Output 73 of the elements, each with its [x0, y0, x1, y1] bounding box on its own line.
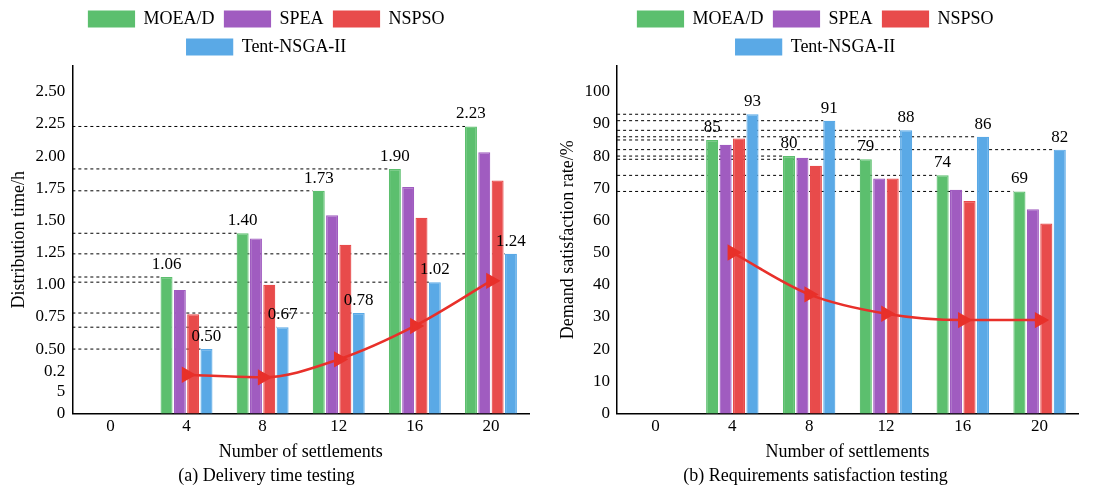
x-axis-title: Number of settlements	[765, 441, 930, 462]
y-tick-label: 0.50	[35, 338, 66, 358]
data-label: 88	[897, 107, 915, 127]
point	[727, 245, 741, 260]
data-label: 74	[934, 152, 952, 172]
data-label: 1.73	[303, 167, 334, 187]
data-label: 86	[974, 113, 992, 133]
y-tick-label: 0.75	[35, 306, 66, 326]
legend-label: NSPSO	[937, 7, 994, 28]
point	[958, 312, 972, 328]
x-tick-label: 4	[182, 416, 192, 436]
data-label: 1.06	[151, 253, 182, 273]
x-tick-label: 16	[406, 416, 424, 436]
y-tick-label: 40	[593, 274, 611, 294]
y-tick-label: 70	[593, 177, 611, 197]
data-label: 93	[743, 91, 761, 111]
y-tick-label: 1.00	[35, 274, 66, 294]
y-tick-label: 100	[584, 81, 611, 101]
y-tick-label: 90	[593, 113, 611, 133]
data-label: 69	[1010, 168, 1028, 188]
point	[881, 306, 895, 321]
data-label: 1.90	[379, 145, 410, 165]
data-label: 2.23	[456, 103, 486, 123]
legend-label: Tent-NSGA-II	[790, 35, 896, 56]
x-tick-label: 20	[482, 416, 500, 436]
x-tick-label: 0	[651, 416, 660, 436]
point	[486, 273, 500, 289]
y-tick-label: 2.50	[35, 81, 66, 101]
point	[181, 367, 195, 383]
y-tick-label: 10	[593, 370, 611, 390]
y-axis-title: Demand satisfaction rate/%	[556, 140, 577, 340]
x-tick-label: 12	[877, 416, 895, 436]
x-tick-label: 8	[804, 416, 814, 436]
x-tick-label: 12	[330, 416, 348, 436]
x-axis-title: Number of settlements	[218, 441, 383, 462]
y-tick-label: 1.25	[35, 242, 66, 262]
legend-label: MOEA/D	[692, 7, 764, 28]
y-tick-label: 1.50	[35, 209, 66, 229]
point	[410, 318, 424, 334]
point	[1034, 312, 1048, 328]
y-tick-label: 2.00	[35, 145, 66, 165]
data-label: 79	[857, 136, 875, 156]
x-tick-label: 4	[728, 416, 738, 436]
text: (b) Requirements satisfaction testing	[683, 464, 948, 486]
y-tick-label: 2.25	[35, 113, 66, 133]
data-label: 80	[780, 133, 798, 153]
legend-label: MOEA/D	[143, 7, 215, 28]
x-tick-label: 0	[106, 416, 115, 436]
data-label: 1.40	[227, 210, 258, 230]
y-axis-title: Distribution time/h	[7, 170, 28, 309]
x-tick-label: 20	[1031, 416, 1049, 436]
y-tick-label: 60	[593, 209, 611, 229]
point	[804, 287, 818, 302]
y-tick-label: 30	[593, 306, 611, 326]
y-tick-label: 20	[593, 338, 611, 358]
point	[333, 352, 347, 367]
y-tick-label: 80	[593, 145, 611, 165]
text: (a) Delivery time testing	[178, 464, 355, 486]
legend-label: SPEA	[828, 7, 873, 28]
x-tick-label: 16	[954, 416, 972, 436]
data-label: 85	[703, 116, 721, 136]
y-tick-label: 0	[56, 402, 66, 422]
y-tick-label: 50	[593, 242, 611, 262]
legend-label: Tent-NSGA-II	[241, 35, 347, 56]
y-tick-label: 0.2 5	[44, 360, 66, 400]
y-tick-label: 0	[601, 402, 611, 422]
data-label: 91	[820, 97, 838, 117]
legend-label: NSPSO	[388, 7, 445, 28]
point	[257, 370, 271, 385]
y-tick-label: 1.75	[35, 177, 66, 197]
legend-label: SPEA	[279, 7, 324, 28]
data-label: 82	[1051, 126, 1069, 146]
x-tick-label: 8	[258, 416, 267, 436]
